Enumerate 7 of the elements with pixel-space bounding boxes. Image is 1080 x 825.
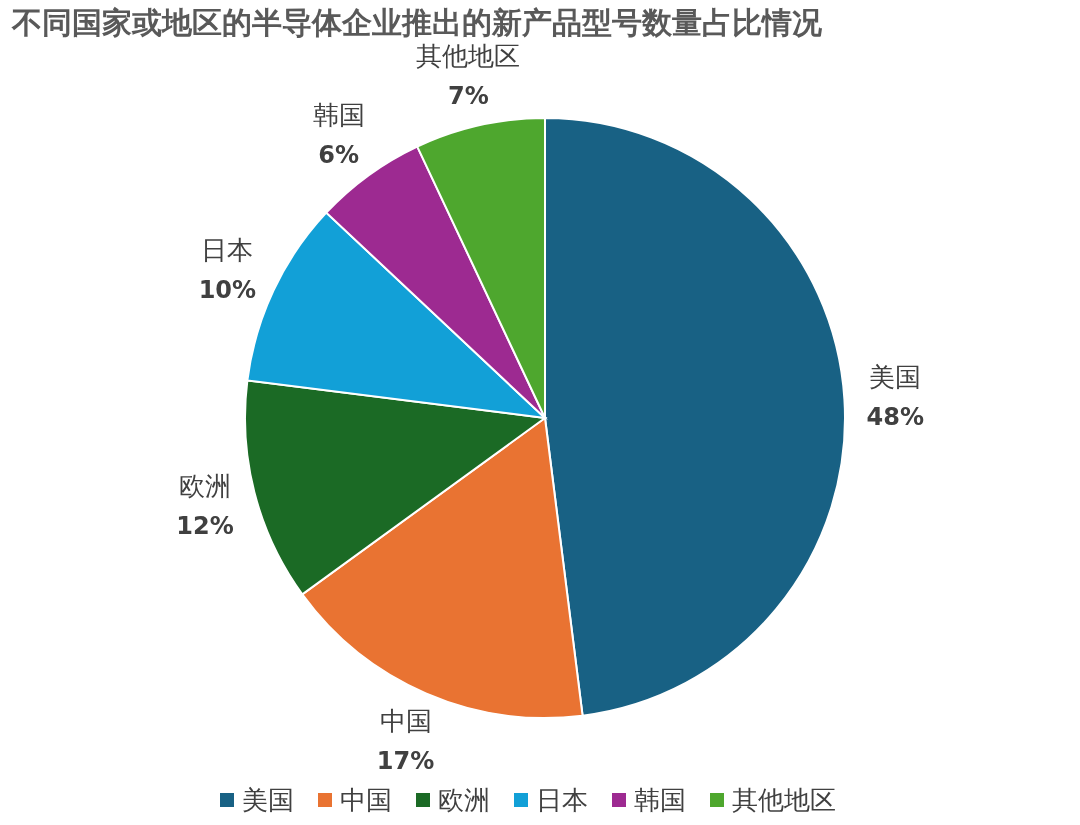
legend-label: 其他地区 xyxy=(732,785,836,815)
legend-label: 中国 xyxy=(340,785,392,815)
legend-label: 韩国 xyxy=(634,785,686,815)
legend-label: 日本 xyxy=(536,785,588,815)
legend-label: 欧洲 xyxy=(438,785,490,815)
legend-label: 美国 xyxy=(242,785,294,815)
chart-title: 不同国家或地区的半导体企业推出的新产品型号数量占比情况 xyxy=(11,4,823,40)
